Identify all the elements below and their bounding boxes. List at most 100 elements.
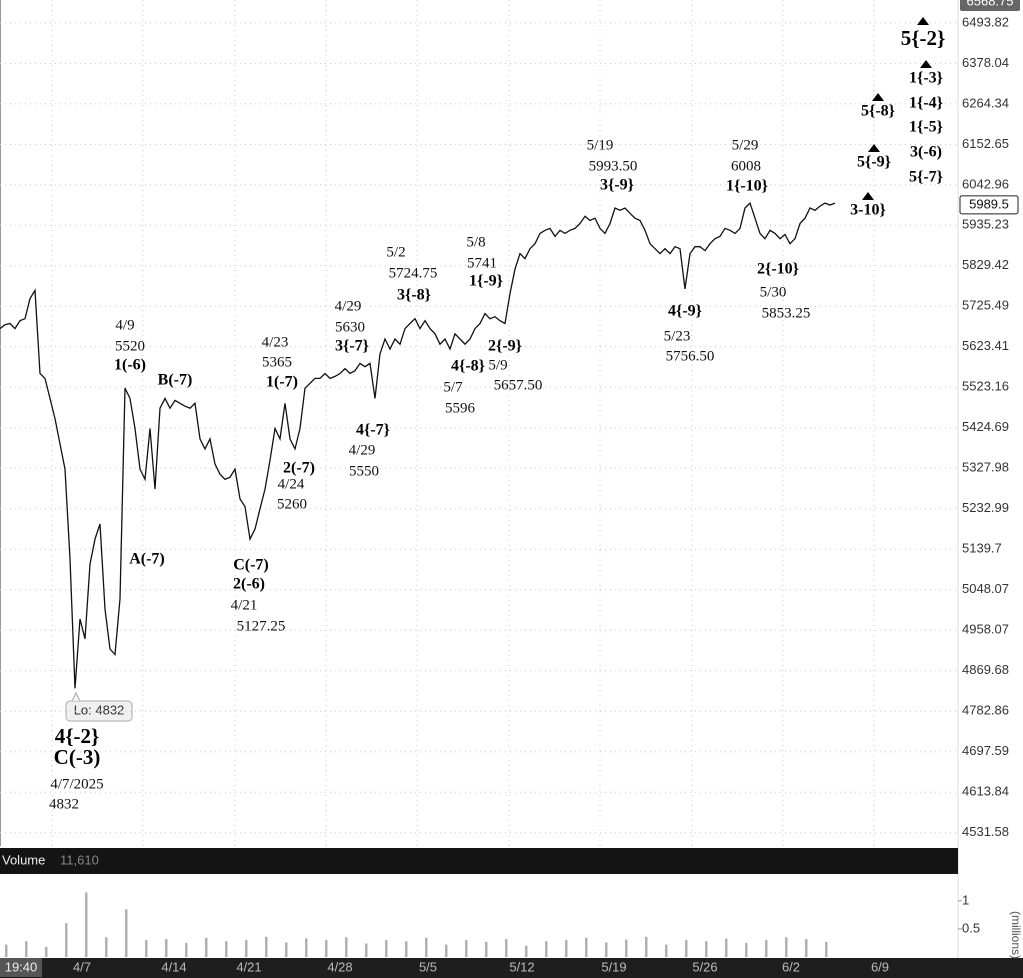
y-tick-label: 5725.49 (962, 298, 1009, 313)
annotation-price: 5596 (445, 400, 476, 416)
volume-bar (665, 944, 668, 957)
y-tick-label: 6493.82 (962, 14, 1009, 29)
annotation-price: 5630 (335, 319, 365, 335)
y-tick-label: 4782.86 (962, 703, 1009, 718)
volume-bar (445, 944, 448, 957)
volume-bar (285, 942, 288, 957)
projection-marker (872, 93, 884, 101)
y-tick-label: 4869.68 (962, 662, 1009, 677)
volume-bar (725, 938, 728, 957)
wave-label: A(-7) (129, 551, 165, 568)
y-tick-label: 4613.84 (962, 784, 1009, 799)
y-tick-label: 5424.69 (962, 419, 1009, 434)
y-tick-label: 5327.98 (962, 460, 1009, 475)
annotation-date: 5/2 (386, 244, 405, 260)
x-tick-label: 4/14 (161, 959, 186, 974)
annotation-date: 5/7 (443, 379, 463, 395)
volume-bar (325, 940, 328, 957)
y-tick-label: 5829.42 (962, 257, 1009, 272)
annotation-price: 5741 (467, 255, 497, 271)
volume-bar (485, 941, 488, 957)
high-marker-box (960, 0, 1020, 11)
annotation-date: 4/29 (349, 442, 376, 458)
annotation-price: 6008 (731, 158, 761, 174)
volume-bar (625, 939, 628, 957)
y-tick-label: 5232.99 (962, 500, 1009, 515)
volume-bar (345, 937, 348, 957)
volume-header (0, 848, 958, 874)
x-tick-label: 5/19 (601, 959, 626, 974)
volume-bar (585, 937, 588, 957)
volume-bar (145, 940, 148, 957)
annotation-price: 5260 (277, 496, 307, 512)
wave-label: B(-7) (158, 372, 193, 389)
high-marker-label: 6568.75 (967, 0, 1014, 8)
wave-label: 4{-9} (668, 303, 702, 320)
wave-label: 3{-7} (335, 338, 369, 355)
annotation-date: 5/8 (466, 234, 485, 250)
volume-bar (165, 939, 168, 957)
annotation-date: 4/24 (278, 476, 305, 492)
projection-label: 5{-7} (909, 169, 943, 186)
projection-label: 3-10} (850, 202, 886, 219)
volume-bar (805, 939, 808, 957)
volume-bar (685, 940, 688, 957)
y-tick-label: 5935.23 (962, 217, 1009, 232)
annotation-price: 5520 (115, 338, 145, 354)
y-tick-label: 6042.96 (962, 176, 1009, 191)
wave-label: 2(-6) (233, 576, 265, 593)
y-tick-label: 4958.07 (962, 622, 1009, 637)
x-tick-label: 6/9 (871, 959, 889, 974)
wave-label: 4{-8} (451, 358, 485, 375)
y-tick-label: 5623.41 (962, 338, 1009, 353)
x-tick-label: 5/26 (692, 959, 717, 974)
volume-bar (425, 937, 428, 957)
projection-label: 1{-4} (909, 95, 943, 112)
annotation-price: 5724.75 (389, 265, 438, 281)
projection-marker (868, 144, 880, 152)
y-tick-label: 4697.59 (962, 743, 1009, 758)
price-line (0, 201, 836, 689)
volume-bar (225, 941, 228, 957)
annotation-date: 5/9 (488, 357, 507, 373)
annotation-price: 5993.50 (589, 158, 638, 174)
wave-label: 1(-6) (114, 357, 146, 374)
wave-label: 2(-7) (283, 460, 315, 477)
volume-axis-title: (millions) (1009, 911, 1023, 959)
annotation-price: 5657.50 (494, 377, 543, 393)
wave-label: 1{-9} (469, 273, 503, 290)
wave-label: 2{-10} (757, 261, 799, 278)
volume-bar (405, 941, 408, 957)
wave-label: 1{-10} (726, 178, 768, 195)
annotation-date: 5/30 (760, 284, 787, 300)
volume-bar (825, 941, 828, 957)
volume-bar (705, 941, 708, 957)
volume-bar (5, 944, 8, 957)
wave-label: 1(-7) (266, 374, 298, 391)
volume-bar (265, 936, 268, 957)
projection-label: 3(-6) (910, 144, 942, 161)
projection-label: 5{-8} (861, 103, 895, 120)
annotation-price: 5550 (349, 463, 379, 479)
projection-label: 1{-5} (909, 119, 943, 136)
wave-label: 2{-9} (488, 338, 522, 355)
y-tick-label: 6378.04 (962, 55, 1009, 70)
annotation-date: 4/9 (115, 317, 134, 333)
annotation-date: 5/19 (587, 137, 614, 153)
volume-bar (525, 945, 528, 957)
x-tick-label: 5/12 (509, 959, 534, 974)
volume-bar (465, 940, 468, 957)
annotation-price: 5756.50 (666, 348, 715, 364)
annotation-date: 4/7/2025 (50, 776, 103, 792)
y-tick-label: 5523.16 (962, 379, 1009, 394)
volume-bar (185, 942, 188, 957)
x-tick-label: 4/28 (327, 959, 352, 974)
annotation-date: 4/29 (335, 298, 362, 314)
volume-bar (605, 942, 608, 957)
volume-bar (85, 892, 88, 957)
last-price-box (959, 195, 1019, 215)
volume-bar (125, 909, 128, 957)
volume-bar (505, 939, 508, 957)
projection-label: 1{-3} (909, 70, 943, 87)
